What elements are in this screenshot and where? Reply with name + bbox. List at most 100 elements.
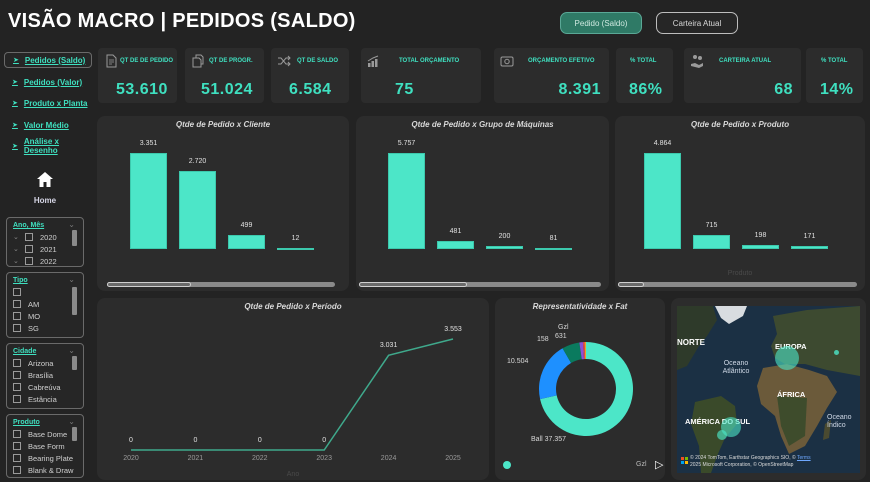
slicer-cidade[interactable]: Cidade ⌄ Arizona Brasília Cabreúva Estân… — [6, 343, 84, 409]
nav-item-label: Valor Médio — [23, 120, 69, 130]
slicer-scrollbar[interactable] — [72, 356, 77, 370]
slicer-scrollbar[interactable] — [72, 287, 77, 315]
slicer-option[interactable]: Base Form — [13, 440, 77, 452]
slicer-scrollbar[interactable] — [72, 427, 77, 441]
scrollbar-thumb[interactable] — [107, 282, 191, 287]
checkbox[interactable] — [13, 454, 21, 462]
bar[interactable] — [277, 248, 314, 250]
checkbox[interactable] — [13, 430, 21, 438]
slicer-ano-mes[interactable]: Ano, Mês ⌄ ⌄ 2020 ⌄ 2021 ⌄ 2022 — [6, 217, 84, 267]
horizontal-scrollbar[interactable] — [107, 282, 335, 287]
map-label-oceano-atlantico: Oceano Atlântico — [722, 360, 750, 375]
horizontal-scrollbar[interactable] — [618, 282, 857, 287]
map-bubble-brasil-sul[interactable] — [717, 430, 727, 440]
home-button[interactable]: Home — [20, 172, 70, 205]
checkbox[interactable] — [13, 324, 21, 332]
horizontal-scrollbar[interactable] — [359, 282, 601, 287]
nav-item-pedidos-valor[interactable]: ➤ Pedidos (Valor) — [4, 74, 92, 90]
bar[interactable] — [228, 234, 265, 249]
slicer-option[interactable]: ⌄ 2020 — [13, 231, 77, 243]
map-attribution: © 2024 TomTom, Earthstar Geographics SIO… — [690, 455, 811, 461]
point-data-label: 3.031 — [379, 342, 398, 350]
bar[interactable] — [791, 245, 828, 249]
slicer-option[interactable]: Base Dome — [13, 428, 77, 440]
slicer-option[interactable]: ⌄ 2022 — [13, 255, 77, 266]
slicer-option[interactable]: Estância — [13, 393, 77, 405]
map-bubble-russia[interactable] — [834, 350, 839, 355]
card-label: QT DE DE PEDIDO — [120, 58, 174, 64]
checkbox[interactable] — [13, 383, 21, 391]
map-label-america-sul: AMÉRICA DO SUL — [685, 417, 751, 426]
scrollbar-thumb[interactable] — [359, 282, 467, 287]
slicer-produto[interactable]: Produto ⌄ Base Dome Base Form Bearing Pl… — [6, 414, 84, 478]
checkbox[interactable] — [13, 288, 21, 296]
slicer-option[interactable]: ⌄ 2021 — [13, 243, 77, 255]
slice-data-label: Ball 37.357 — [531, 436, 567, 443]
slicer-option[interactable]: SG — [13, 322, 77, 334]
slicer-option[interactable]: Cabreúva — [13, 381, 77, 393]
world-map[interactable]: NORTE EUROPA Oceano Atlântico ÁFRICA AMÉ… — [677, 306, 860, 473]
nav-item-valor-medio[interactable]: ➤ Valor Médio — [4, 117, 92, 133]
page-title: VISÃO MACRO | PEDIDOS (SALDO) — [8, 10, 356, 32]
slicer-scrollbar[interactable] — [72, 230, 77, 246]
series-line[interactable] — [131, 338, 454, 451]
chevron-down-icon[interactable]: ⌄ — [68, 346, 75, 355]
donut-slice[interactable] — [584, 342, 586, 360]
slicer-option[interactable]: Bearing Plate — [13, 452, 77, 464]
expand-icon[interactable]: ⌄ — [13, 258, 19, 265]
checkbox[interactable] — [25, 233, 33, 241]
checkbox[interactable] — [25, 245, 33, 253]
slice-data-label: 631 — [555, 333, 567, 340]
chevron-down-icon[interactable]: ⌄ — [68, 417, 75, 426]
slicer-option[interactable]: Blank & Draw — [13, 464, 77, 476]
expand-icon[interactable]: ⌄ — [13, 234, 19, 241]
chevron-down-icon[interactable]: ⌄ — [68, 275, 75, 284]
bar[interactable] — [644, 153, 681, 249]
checkbox[interactable] — [13, 466, 21, 474]
checkbox[interactable] — [13, 371, 21, 379]
terms-link[interactable]: Terms — [796, 455, 811, 461]
slicer-option[interactable]: Brasília — [13, 369, 77, 381]
chevron-down-icon[interactable]: ⌄ — [68, 220, 75, 229]
checkbox[interactable] — [25, 257, 33, 265]
checkbox[interactable] — [13, 359, 21, 367]
nav-item-produto-planta[interactable]: ➤ Produto x Planta — [4, 95, 92, 111]
chart-pedido-produto: Qtde de Pedido x Produto Produto 4.864 71… — [615, 116, 865, 291]
card-value: 6.584 — [289, 81, 332, 98]
nav-item-analise-desenho[interactable]: ➤ Análise x Desenho — [4, 137, 92, 155]
card-value: 8.391 — [558, 81, 601, 98]
checkbox[interactable] — [13, 312, 21, 320]
bar[interactable] — [437, 240, 474, 249]
option-label: SG — [28, 323, 39, 333]
scrollbar-thumb[interactable] — [618, 282, 644, 287]
donut-slice[interactable] — [579, 342, 585, 360]
donut-slice[interactable] — [562, 342, 582, 363]
map-bubble-europa[interactable] — [775, 346, 799, 370]
donut-slice[interactable] — [540, 342, 633, 436]
slicer-option[interactable]: MO — [13, 310, 77, 322]
bar[interactable] — [535, 247, 572, 250]
slicer-tipo[interactable]: Tipo ⌄ AM MO SG — [6, 272, 84, 338]
slicer-option[interactable]: AM — [13, 298, 77, 310]
slicer-option[interactable] — [13, 286, 77, 298]
legend-item[interactable]: Gzl — [636, 461, 647, 468]
bar[interactable] — [179, 171, 216, 249]
bar[interactable] — [388, 153, 425, 249]
bar[interactable] — [742, 245, 779, 249]
donut-slice[interactable] — [539, 348, 572, 400]
donut-slice[interactable] — [582, 342, 586, 360]
nav-item-pedidos-saldo[interactable]: ➤ Pedidos (Saldo) — [4, 52, 92, 68]
checkbox[interactable] — [13, 442, 21, 450]
expand-icon[interactable]: ⌄ — [13, 246, 19, 253]
card-value: 51.024 — [201, 81, 253, 98]
option-label: MO — [28, 311, 41, 321]
carteira-atual-button[interactable]: Carteira Atual — [656, 12, 738, 34]
slicer-option[interactable]: Arizona — [13, 357, 77, 369]
pedido-saldo-button[interactable]: Pedido (Saldo) — [560, 12, 642, 34]
checkbox[interactable] — [13, 395, 21, 403]
bar[interactable] — [693, 234, 730, 249]
bar[interactable] — [130, 153, 167, 249]
bar[interactable] — [486, 245, 523, 249]
checkbox[interactable] — [13, 300, 21, 308]
legend-next-arrow-icon[interactable]: ▷ — [655, 459, 664, 471]
